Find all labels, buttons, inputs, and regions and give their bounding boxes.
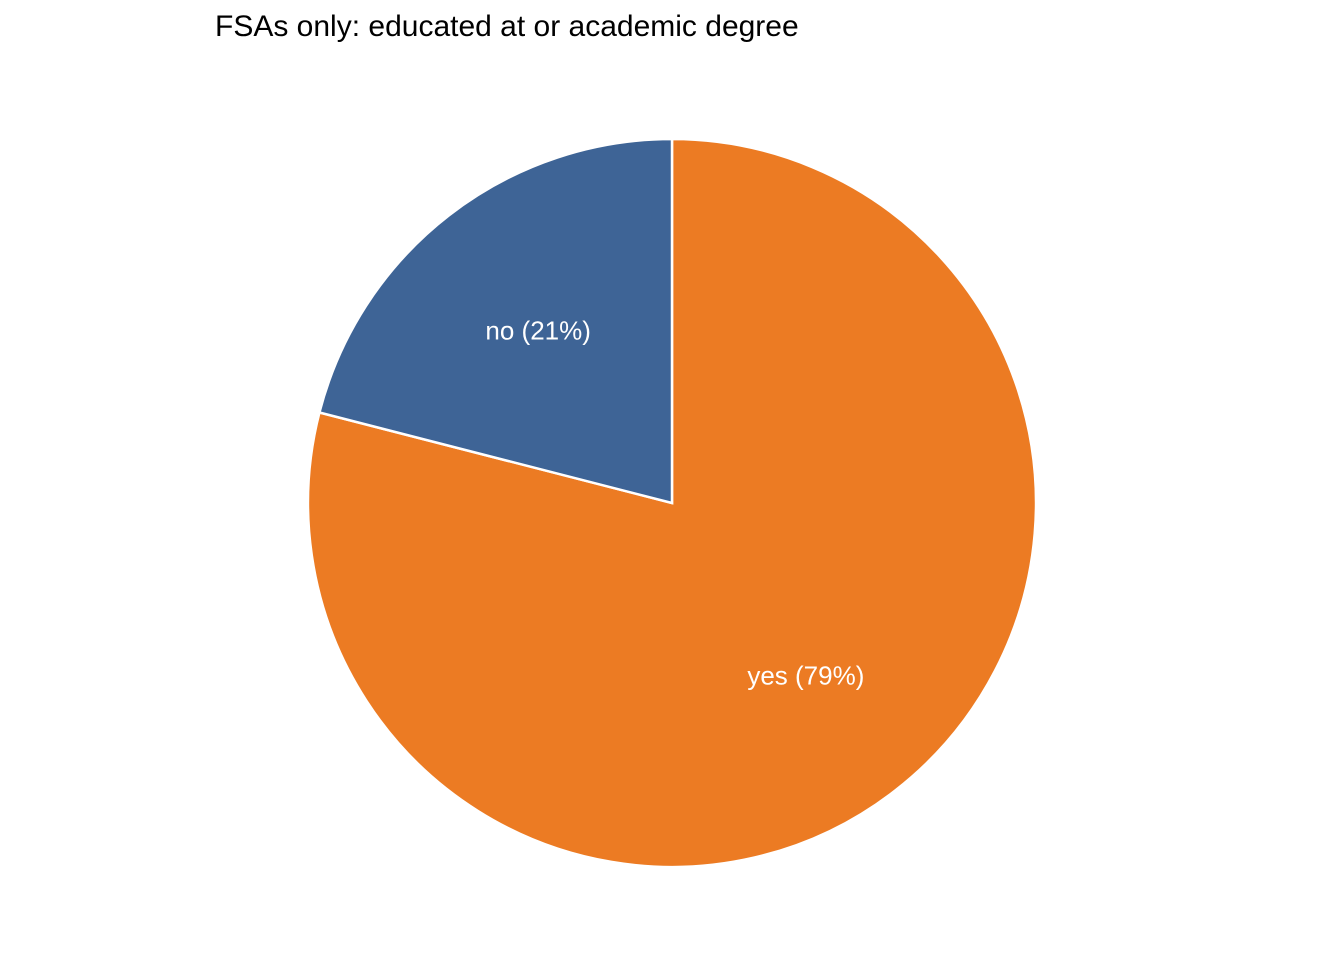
slice-label-no: no (21%) bbox=[485, 315, 591, 345]
pie-slices bbox=[306, 137, 1038, 869]
chart-title: FSAs only: educated at or academic degre… bbox=[215, 10, 799, 43]
slice-label-yes: yes (79%) bbox=[747, 661, 864, 691]
pie-slice-no bbox=[317, 137, 674, 505]
pie-labels: yes (79%) no (21%) bbox=[485, 315, 864, 690]
